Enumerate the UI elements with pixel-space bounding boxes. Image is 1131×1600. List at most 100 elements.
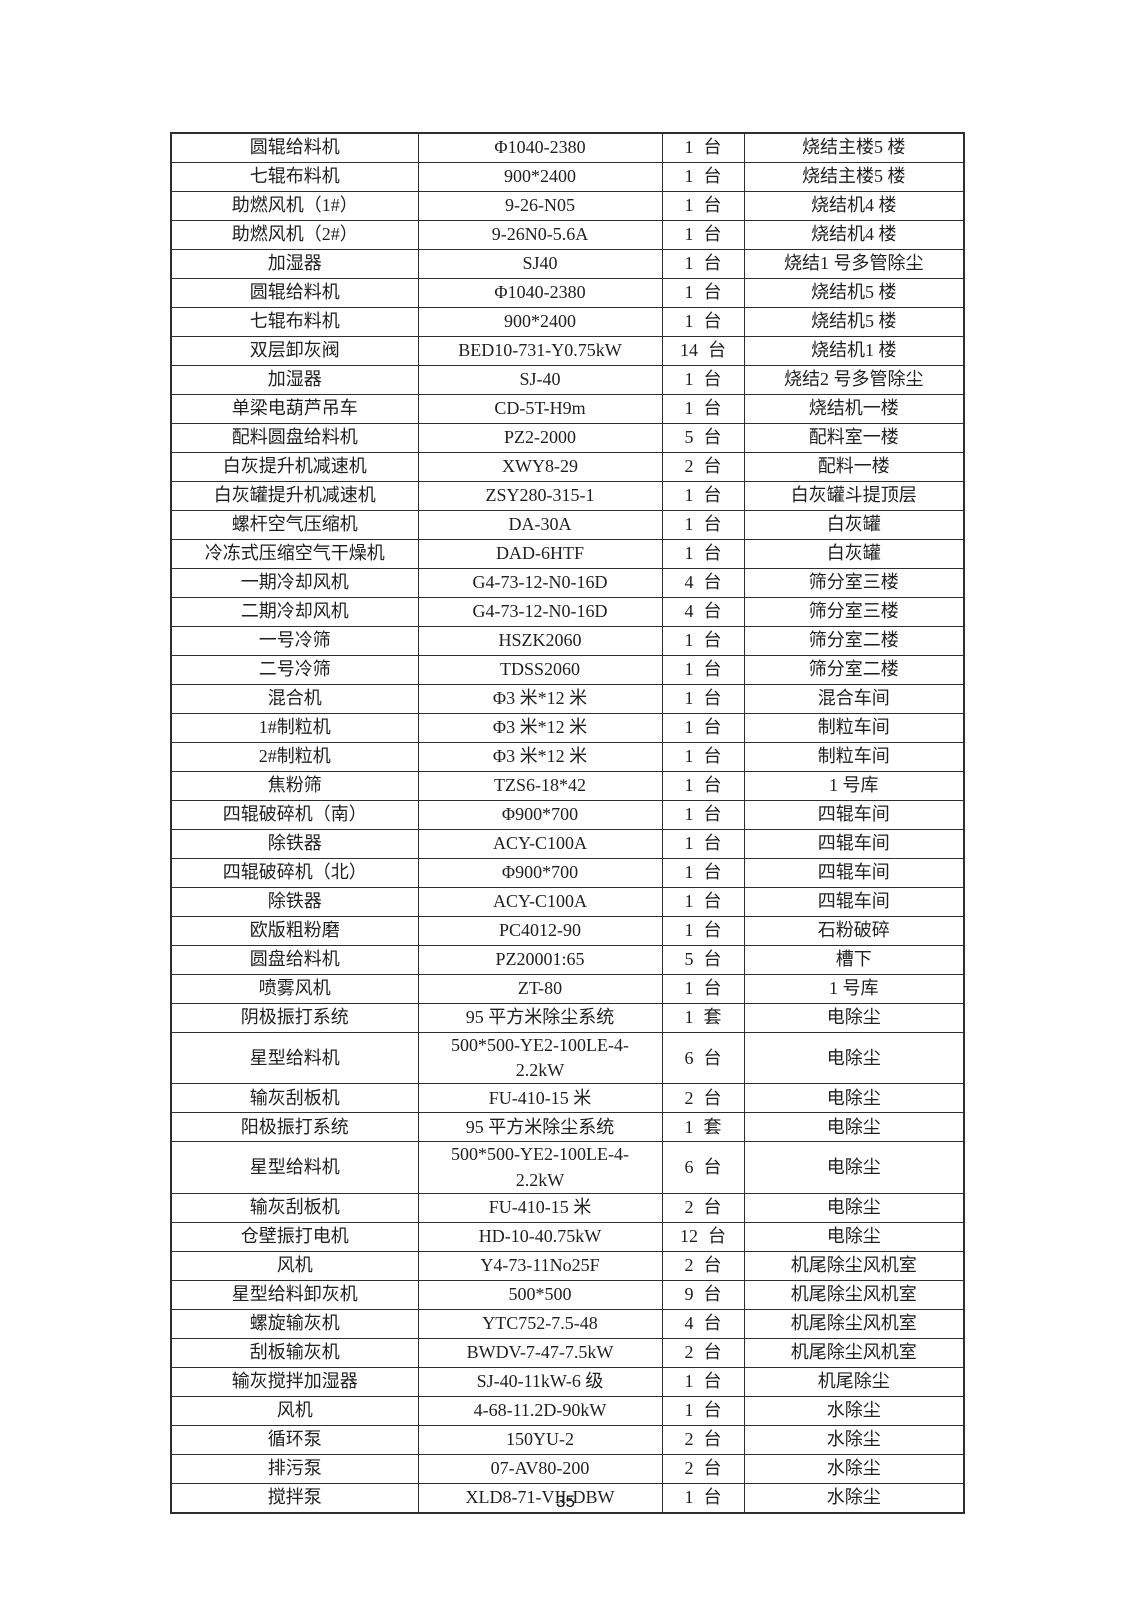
equipment-model-cell: Φ900*700 [417, 858, 663, 888]
quantity-unit: 台 [703, 804, 722, 825]
table-row: 加湿器 SJ40 1 台烧结1 号多管除尘 [170, 249, 965, 279]
table-row: 白灰提升机减速机 XWY8-29 2 台配料一楼 [170, 452, 965, 482]
equipment-location-cell: 四辊车间 [743, 858, 965, 888]
quantity-unit: 台 [703, 1371, 722, 1392]
equipment-location-cell: 烧结机一楼 [743, 394, 965, 424]
quantity-unit: 台 [703, 398, 722, 419]
equipment-model-cell: BWDV-7-47-7.5kW [417, 1337, 663, 1368]
quantity-value: 1 [684, 369, 694, 390]
equipment-model-cell: ZT-80 [417, 974, 663, 1004]
equipment-model-cell: G4-73-12-N0-16D [417, 597, 663, 627]
quantity-value: 1 [684, 1371, 694, 1392]
equipment-location-cell: 机尾除尘风机室 [743, 1308, 965, 1339]
quantity-value: 9 [684, 1284, 694, 1305]
table-row: 喷雾风机 ZT-80 1 台 1 号库 [170, 974, 965, 1004]
page-number: 35 [556, 1492, 575, 1511]
quantity-value: 1 [684, 282, 694, 303]
table-row: 一期冷却风机 G4-73-12-N0-16D 4 台筛分室三楼 [170, 568, 965, 598]
equipment-model-cell: 9-26-N05 [417, 191, 663, 221]
equipment-name-cell: 风机 [170, 1250, 419, 1281]
equipment-name-cell: 助燃风机（2#） [170, 220, 419, 250]
equipment-model-cell: SJ-40 [417, 365, 663, 395]
equipment-name-cell: 二号冷筛 [170, 655, 419, 685]
equipment-model-cell: 4-68-11.2D-90kW [417, 1395, 663, 1426]
equipment-location-cell: 制粒车间 [743, 742, 965, 772]
table-row: 风机 4-68-11.2D-90kW 1 台水除尘 [170, 1395, 965, 1426]
equipment-model-cell: Y4-73-11No25F [417, 1250, 663, 1281]
equipment-model-cell: 150YU-2 [417, 1424, 663, 1455]
equipment-quantity-cell: 12 台 [661, 1221, 745, 1252]
quantity-value: 1 [684, 1400, 694, 1421]
equipment-model-cell: 500*500-YE2-100LE-4- 2.2kW [417, 1031, 663, 1085]
equipment-location-cell: 四辊车间 [743, 800, 965, 830]
equipment-name-cell: 输灰刮板机 [170, 1083, 419, 1114]
table-row: 螺杆空气压缩机 DA-30A 1 台白灰罐 [170, 510, 965, 540]
equipment-model-cell: 9-26N0-5.6A [417, 220, 663, 250]
equipment-table-body: 圆辊给料机 Φ1040-2380 1 台烧结主楼5 楼七辊布料机 900*2400 1 台烧… [170, 132, 965, 1514]
equipment-name-cell: 欧版粗粉磨 [170, 916, 419, 946]
equipment-name-cell: 螺杆空气压缩机 [170, 510, 419, 540]
equipment-location-cell: 石粉破碎 [743, 916, 965, 946]
equipment-location-cell: 白灰罐 [743, 510, 965, 540]
equipment-location-cell: 水除尘 [743, 1424, 965, 1455]
equipment-location-cell: 机尾除尘风机室 [743, 1337, 965, 1368]
equipment-model-cell: XWY8-29 [417, 452, 663, 482]
equipment-location-cell: 混合车间 [743, 684, 965, 714]
quantity-value: 1 [684, 630, 694, 651]
quantity-value: 2 [684, 1342, 694, 1363]
equipment-model-cell: DAD-6HTF [417, 539, 663, 569]
table-row: 星型给料机 500*500-YE2-100LE-4- 2.2kW 6 台电除尘 [170, 1031, 965, 1085]
quantity-value: 4 [684, 601, 694, 622]
quantity-value: 1 [684, 688, 694, 709]
table-row: 助燃风机（2#） 9-26N0-5.6A 1 台烧结机4 楼 [170, 220, 965, 250]
equipment-model-cell: FU-410-15 米 [417, 1192, 663, 1223]
quantity-value: 2 [684, 1197, 694, 1218]
quantity-unit: 台 [703, 601, 722, 622]
quantity-unit: 台 [703, 485, 722, 506]
equipment-location-cell: 筛分室二楼 [743, 655, 965, 685]
equipment-location-cell: 四辊车间 [743, 887, 965, 917]
equipment-name-cell: 单梁电葫芦吊车 [170, 394, 419, 424]
table-row: 一号冷筛 HSZK2060 1 台筛分室二楼 [170, 626, 965, 656]
equipment-name-cell: 1#制粒机 [170, 713, 419, 743]
equipment-name-cell: 仓壁振打电机 [170, 1221, 419, 1252]
equipment-location-cell: 电除尘 [743, 1221, 965, 1252]
quantity-unit: 台 [703, 224, 722, 245]
equipment-location-cell: 配料一楼 [743, 452, 965, 482]
quantity-value: 1 [684, 1487, 694, 1508]
quantity-value: 2 [684, 1429, 694, 1450]
equipment-name-cell: 圆辊给料机 [170, 132, 419, 163]
quantity-value: 1 [684, 398, 694, 419]
equipment-name-cell: 助燃风机（1#） [170, 191, 419, 221]
equipment-location-cell: 白灰罐 [743, 539, 965, 569]
equipment-name-cell: 星型给料机 [170, 1031, 419, 1085]
equipment-name-cell: 搅拌泵 [170, 1482, 419, 1514]
quantity-value: 1 [684, 717, 694, 738]
equipment-location-cell: 机尾除尘 [743, 1366, 965, 1397]
quantity-unit: 台 [703, 253, 722, 274]
quantity-unit: 台 [703, 572, 722, 593]
equipment-location-cell: 机尾除尘风机室 [743, 1250, 965, 1281]
equipment-model-cell: BED10-731-Y0.75kW [417, 336, 663, 366]
equipment-model-cell: Φ1040-2380 [417, 132, 663, 163]
quantity-unit: 台 [703, 1047, 722, 1068]
quantity-value: 12 [680, 1226, 698, 1247]
quantity-value: 1 [684, 485, 694, 506]
